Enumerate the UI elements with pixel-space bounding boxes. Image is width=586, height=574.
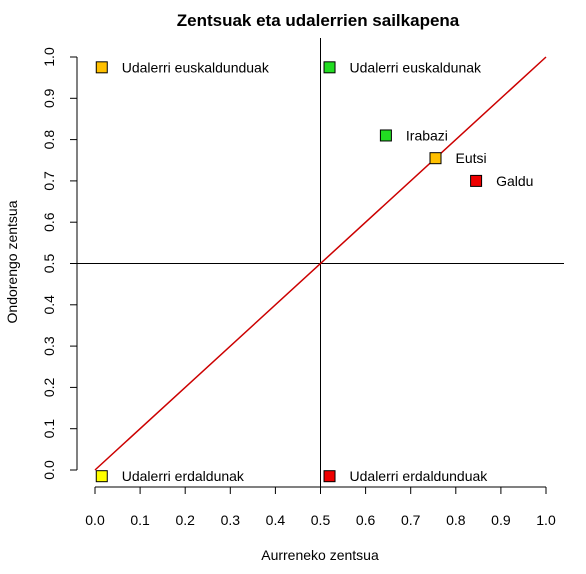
x-axis-label: Aurreneko zentsua bbox=[261, 547, 379, 563]
y-tick-label: 0.9 bbox=[41, 88, 57, 108]
x-tick-label: 0.5 bbox=[311, 512, 331, 528]
y-tick-label: 0.5 bbox=[41, 254, 57, 274]
y-tick-label: 1.0 bbox=[41, 47, 57, 67]
y-tick-label: 0.1 bbox=[41, 419, 57, 439]
data-point-label: Udalerri erdaldunduak bbox=[350, 468, 489, 484]
x-tick-label: 0.3 bbox=[221, 512, 241, 528]
data-point-label: Irabazi bbox=[406, 127, 448, 143]
data-point-label: Udalerri erdaldunak bbox=[122, 468, 245, 484]
plot-area: 0.0 0.1 0.2 0.3 0.4 0.5 0.6 0.7 0.8 0.9 1.0 0.0 0.1 0… bbox=[41, 38, 564, 528]
x-tick-label: 0.1 bbox=[130, 512, 150, 528]
data-point bbox=[470, 174, 483, 187]
data-point bbox=[429, 152, 442, 165]
x-tick-label: 1.0 bbox=[536, 512, 556, 528]
chart-title: Zentsuak eta udalerrien sailkapena bbox=[177, 11, 460, 30]
x-tick-label: 0.4 bbox=[266, 512, 286, 528]
diagonal-reference-line bbox=[94, 56, 547, 471]
data-point bbox=[323, 61, 336, 74]
x-tick-label: 0.8 bbox=[446, 512, 466, 528]
y-tick-label: 0.8 bbox=[41, 130, 57, 150]
data-point-label: Udalerri euskaldunak bbox=[350, 59, 483, 75]
y-tick-label: 0.6 bbox=[41, 212, 57, 232]
x-tick-label: 0.9 bbox=[491, 512, 511, 528]
data-point bbox=[95, 61, 108, 74]
x-tick-label: 0.7 bbox=[401, 512, 421, 528]
x-tick-label: 0.0 bbox=[85, 512, 105, 528]
data-point bbox=[379, 129, 392, 142]
y-tick-label: 0.2 bbox=[41, 377, 57, 397]
y-axis-label: Ondorengo zentsua bbox=[4, 200, 20, 323]
y-tick-label: 0.4 bbox=[41, 295, 57, 315]
data-point bbox=[323, 470, 336, 483]
data-point bbox=[95, 470, 108, 483]
y-tick-label: 0.7 bbox=[41, 171, 57, 191]
data-point-label: Eutsi bbox=[456, 150, 487, 166]
data-point-label: Udalerri euskaldunduak bbox=[122, 59, 270, 75]
data-point-label: Galdu bbox=[496, 173, 533, 189]
x-tick-label: 0.6 bbox=[356, 512, 376, 528]
x-tick-label: 0.2 bbox=[175, 512, 195, 528]
y-tick-label: 0.0 bbox=[41, 460, 57, 480]
y-tick-label: 0.3 bbox=[41, 336, 57, 356]
